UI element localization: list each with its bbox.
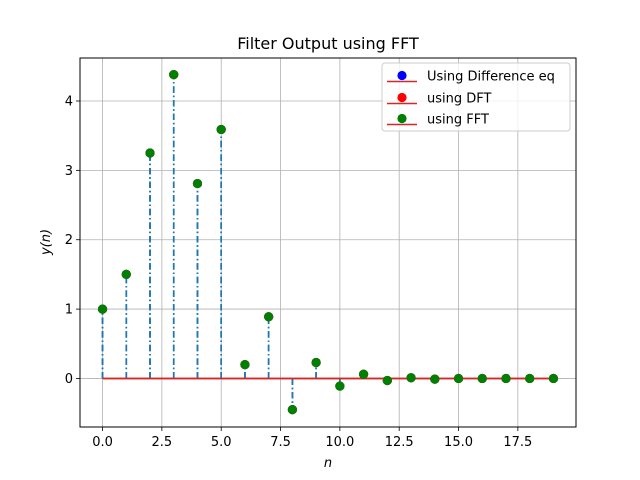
data-point — [264, 312, 274, 322]
data-point — [525, 373, 535, 384]
y-tick-label: 4 — [65, 95, 73, 110]
data-point — [216, 124, 226, 135]
x-axis-ticks: 0.0 2.5 5.0 7.5 10.0 12.5 15.0 17.5 — [92, 427, 532, 450]
legend-label: Using Difference eq — [427, 70, 555, 85]
legend-marker — [397, 92, 407, 103]
data-point — [192, 178, 203, 189]
chart-title: Filter Output using FFT — [237, 34, 419, 53]
x-tick-label: 17.5 — [503, 435, 532, 450]
y-tick-label: 2 — [65, 233, 73, 248]
data-point — [311, 357, 321, 368]
data-point — [548, 373, 559, 384]
x-tick-label: 7.5 — [270, 435, 291, 450]
data-point — [430, 374, 440, 384]
legend-label: using FFT — [427, 113, 489, 128]
legend-box — [381, 62, 571, 132]
x-tick-label: 0.0 — [92, 435, 113, 450]
data-point — [145, 148, 155, 158]
data-point — [240, 359, 250, 370]
x-tick-label: 10.0 — [325, 435, 354, 450]
y-axis-label: y(n) — [39, 229, 54, 256]
data-point — [335, 381, 345, 391]
legend-marker — [397, 70, 407, 81]
stems-layer — [101, 74, 436, 410]
x-tick-label: 12.5 — [385, 435, 414, 450]
data-point — [358, 369, 369, 379]
data-point — [121, 269, 131, 280]
plot-frame — [79, 57, 577, 428]
legend: Using Difference eq using DFT using FFT — [381, 62, 571, 132]
data-point — [169, 70, 179, 80]
y-axis-ticks: 0 1 2 3 4 — [65, 95, 80, 387]
y-tick-label: 0 — [65, 372, 73, 387]
data-point — [453, 373, 464, 384]
legend-label: using DFT — [427, 92, 492, 107]
legend-marker — [397, 113, 407, 124]
data-point — [406, 373, 416, 383]
x-axis-label: n — [324, 456, 332, 471]
data-point — [97, 304, 108, 314]
x-tick-label: 5.0 — [211, 435, 232, 450]
x-tick-label: 15.0 — [444, 435, 473, 450]
markers-layer — [97, 70, 559, 415]
y-tick-label: 1 — [65, 303, 73, 318]
data-point — [477, 373, 487, 384]
data-point — [287, 405, 298, 415]
y-tick-label: 3 — [65, 164, 73, 179]
x-tick-label: 2.5 — [152, 435, 173, 450]
data-point — [382, 375, 392, 386]
data-point — [501, 373, 511, 384]
